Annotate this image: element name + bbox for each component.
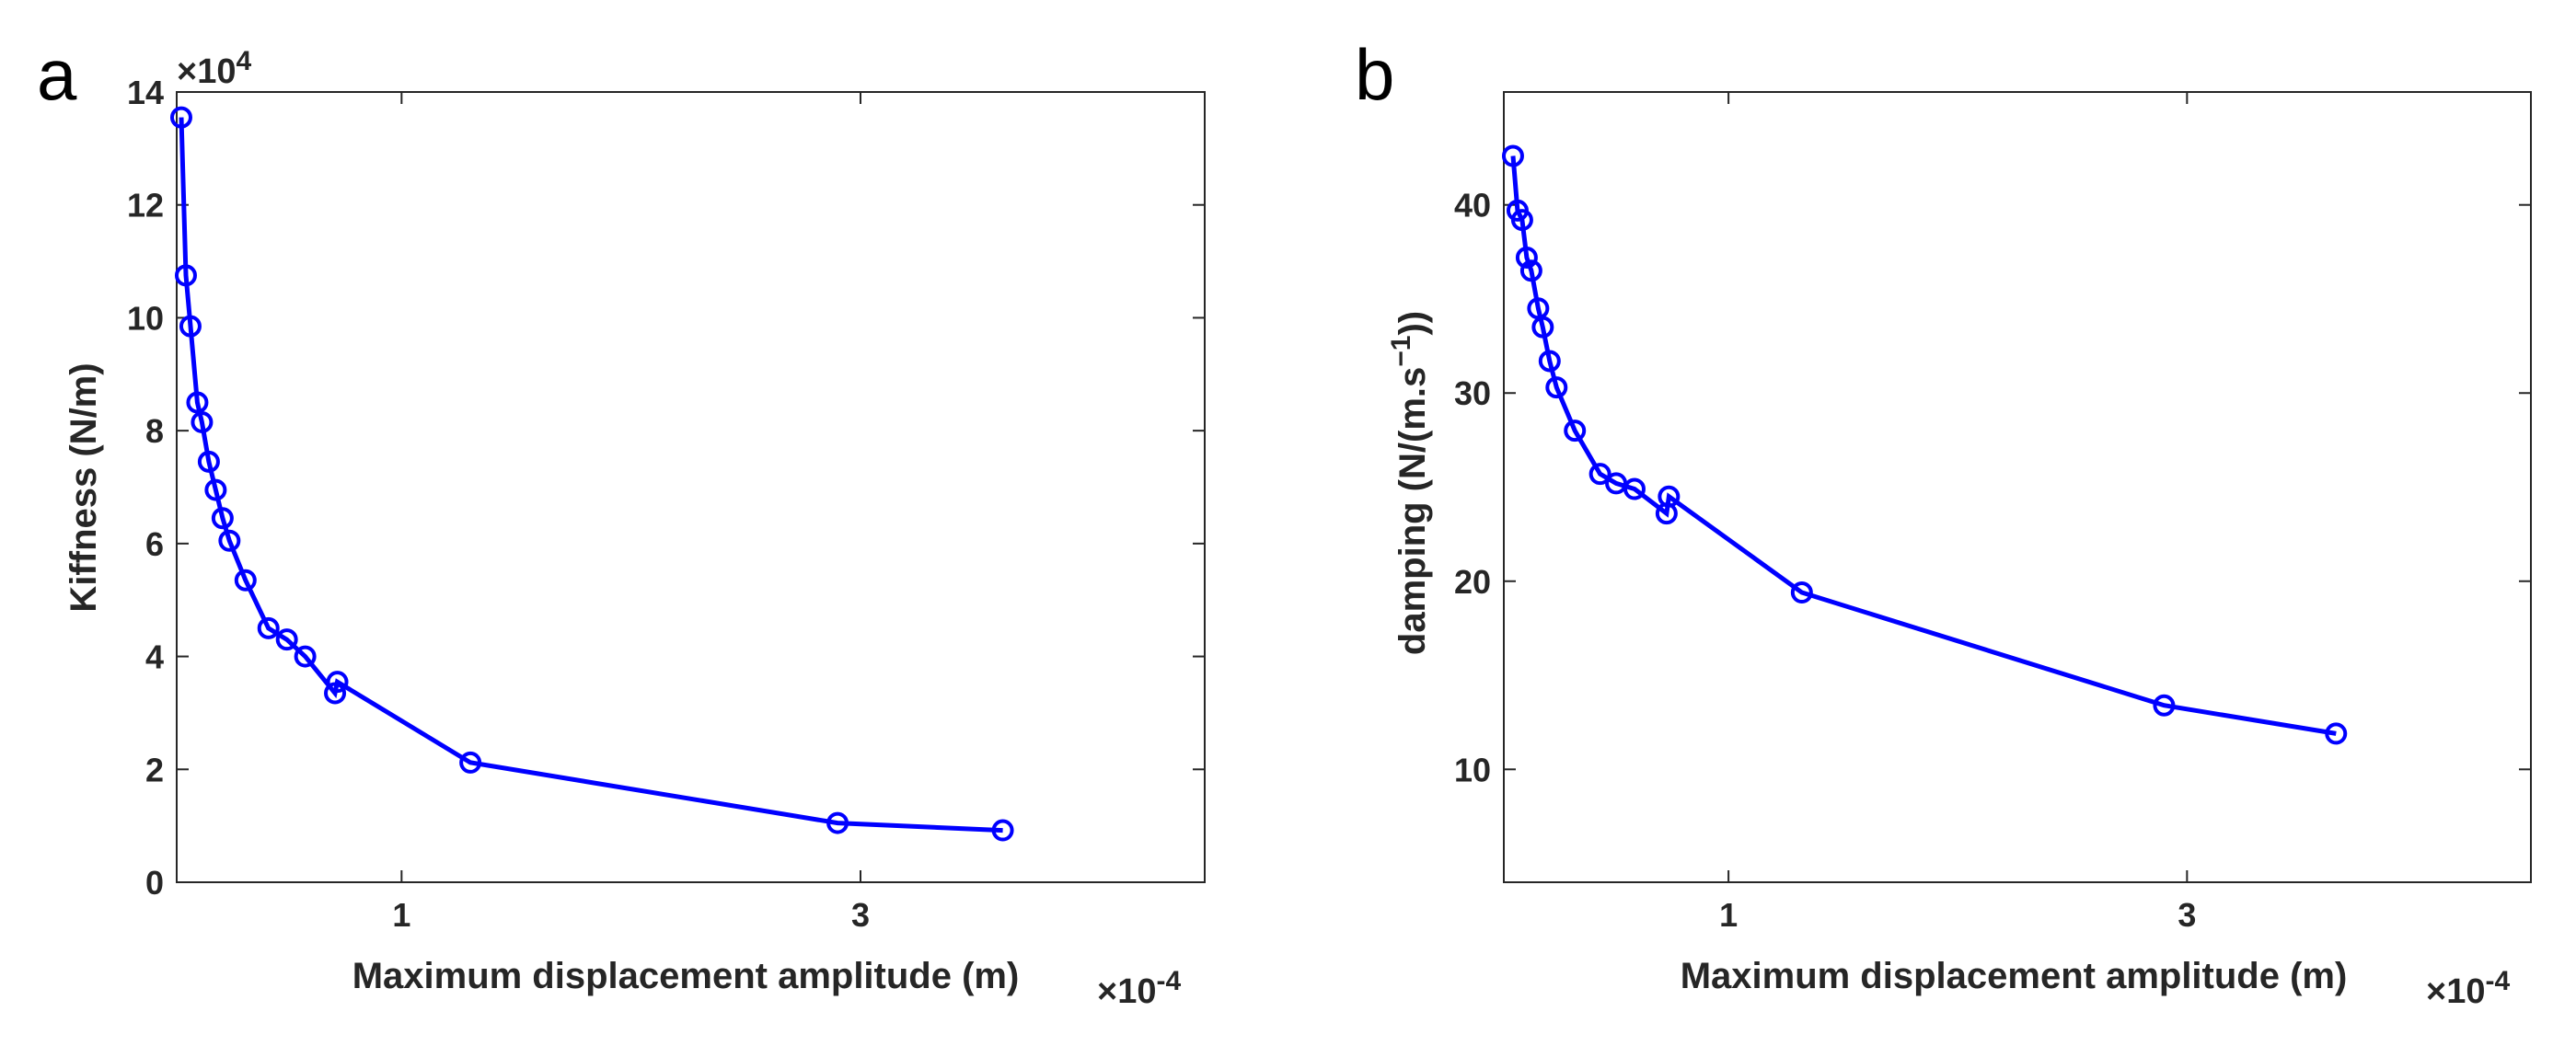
y-tick-label: 12 (127, 187, 164, 224)
panel-letter-b: b (1355, 34, 1394, 115)
data-point (1588, 463, 1611, 486)
data-point (1501, 144, 1524, 167)
data-point (197, 450, 220, 473)
data-point (1515, 246, 1538, 269)
data-point (169, 106, 192, 129)
y-ticks-a: 0 2 4 6 8 10 12 14 (127, 74, 1205, 902)
y-axis-label-a: Kiffness (N/m) (64, 362, 104, 612)
y-tick-label: 40 (1454, 187, 1491, 224)
data-point (991, 819, 1014, 842)
data-point (2153, 694, 2176, 717)
data-point (191, 410, 214, 433)
y-tick-label: 2 (145, 751, 164, 788)
x-axis-label-a: Maximum displacement amplitude (m) (352, 956, 1020, 996)
data-point (1538, 350, 1561, 373)
data-point (324, 682, 347, 705)
x-tick-label: 1 (1719, 896, 1738, 934)
plot-area-a (176, 91, 1206, 883)
data-point (326, 671, 349, 694)
data-point (1510, 209, 1533, 232)
x-multiplier-b: ×10-4 (2426, 966, 2510, 1011)
data-point (179, 315, 202, 338)
x-tick-label: 1 (392, 896, 410, 934)
y-tick-label: 6 (145, 525, 164, 563)
data-point (257, 616, 280, 639)
data-point (234, 569, 257, 592)
data-point (218, 529, 241, 552)
data-point (1545, 376, 1568, 399)
y-tick-label: 0 (145, 864, 164, 902)
x-multiplier-a: ×10-4 (1097, 966, 1181, 1011)
y-tick-label: 10 (1454, 751, 1491, 788)
data-point (211, 507, 234, 530)
y-tick-label: 10 (127, 299, 164, 337)
x-axis-label-b: Maximum displacement amplitude (m) (1681, 956, 2348, 996)
data-point (1531, 316, 1554, 339)
series-points-a (169, 106, 1014, 842)
panel-letter-a: a (37, 34, 77, 115)
data-point (1519, 259, 1542, 282)
data-point (1623, 477, 1646, 500)
y-tick-label: 8 (145, 412, 164, 450)
y-tick-label: 14 (127, 74, 164, 111)
y-tick-label: 20 (1454, 563, 1491, 601)
y-tick-label: 30 (1454, 374, 1491, 412)
series-line-b (1510, 155, 2337, 736)
series-line-a (179, 117, 1003, 833)
data-point (2325, 722, 2348, 745)
plot-area-b (1503, 91, 2532, 883)
y-axis-label-b: damping (N/(m.s−1)) (1386, 311, 1433, 655)
data-point (294, 645, 317, 668)
data-point (275, 628, 298, 651)
x-tick-label: 3 (2177, 896, 2196, 934)
y-ticks-b: 10 20 30 40 (1454, 187, 2531, 788)
data-point (174, 264, 197, 287)
data-point (1564, 420, 1587, 443)
x-tick-label: 3 (851, 896, 870, 934)
data-point (204, 478, 227, 501)
data-point (459, 751, 482, 774)
data-point (186, 391, 209, 414)
data-point (1790, 581, 1813, 604)
series-points-b (1501, 144, 2348, 745)
data-point (826, 811, 849, 834)
y-tick-label: 4 (145, 638, 164, 676)
y-multiplier-a: ×104 (177, 46, 251, 91)
data-point (1658, 485, 1681, 508)
